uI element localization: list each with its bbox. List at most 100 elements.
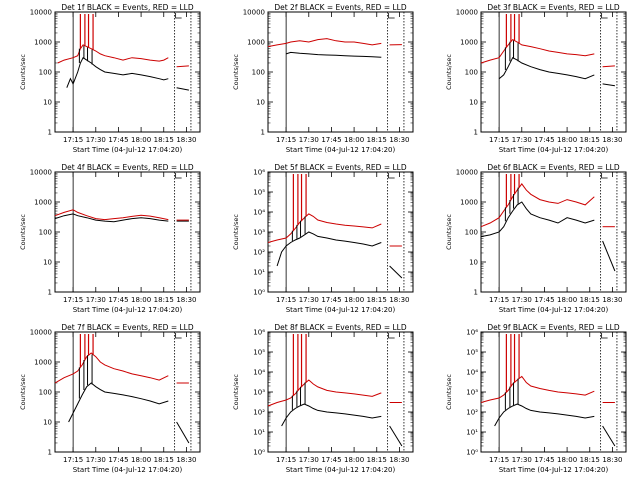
x-axis-label: Start Time (04-Jul-12 17:04:20) [499,306,609,314]
x-tick-label: 18:30 [389,456,409,464]
plot-title: Det 9f BLACK = Events, RED = LLD [487,323,620,332]
y-tick-label: 10 [256,99,265,107]
x-tick-label: 17:30 [299,296,319,304]
y-tick-label: 10³ [253,389,265,397]
x-tick-label: 18:15 [154,296,174,304]
x-tick-label: 17:45 [534,296,554,304]
x-tick-label: 18:00 [344,296,364,304]
y-tick-label: 10² [253,249,265,257]
y-tick-label: 10 [469,99,478,107]
interval-bracket [175,13,182,19]
y-tick-label: 100 [465,229,478,237]
events-series-line [276,231,382,267]
y-tick-label: 1 [474,129,478,137]
x-tick-label: 18:30 [176,456,196,464]
x-tick-label: 18:30 [602,296,622,304]
x-tick-label: 18:15 [580,136,600,144]
plot-panel-8: Det 8f BLACK = Events, RED = LLD Counts/s… [232,323,414,474]
events-series-line [281,403,382,427]
x-tick-label: 17:45 [534,456,554,464]
x-tick-label: 17:15 [489,136,509,144]
x-tick-label: 18:00 [131,296,151,304]
y-tick-label: 1 [261,129,265,137]
y-tick-label: 10000 [30,169,52,177]
x-tick-label: 17:30 [86,296,106,304]
interval-bracket [601,333,608,339]
y-tick-label: 10 [469,259,478,267]
x-tick-label: 18:00 [557,136,577,144]
x-tick-label: 17:45 [108,136,128,144]
x-axis-label: Start Time (04-Jul-12 17:04:20) [73,146,183,154]
x-axis-label: Start Time (04-Jul-12 17:04:20) [73,466,183,474]
plot-frame [54,171,201,293]
plot-title: Det 5f BLACK = Events, RED = LLD [274,163,407,172]
x-tick-label: 17:30 [299,456,319,464]
lld-series-line [267,213,382,243]
x-tick-label: 17:45 [108,456,128,464]
events-series-line [68,382,169,423]
y-tick-label: 10⁵ [466,349,478,357]
x-tick-label: 17:15 [63,296,83,304]
plot-panel-5: Det 5f BLACK = Events, RED = LLD Counts/s… [232,163,414,314]
y-tick-label: 1000 [34,359,52,367]
x-tick-label: 17:15 [276,456,296,464]
lld-series-line [480,375,595,403]
x-tick-label: 17:45 [321,296,341,304]
events-series-line [66,56,169,88]
y-axis-label: Counts/sec [445,374,453,410]
interval-bracket [601,173,608,179]
plot-frame [480,11,627,133]
y-tick-label: 10² [466,409,478,417]
x-tick-label: 18:00 [344,456,364,464]
y-axis-label: Counts/sec [232,214,240,250]
events-series-tail [602,83,615,87]
interval-bracket [388,173,395,179]
y-tick-label: 10⁶ [466,329,478,337]
x-tick-label: 18:15 [154,136,174,144]
x-tick-label: 18:30 [602,136,622,144]
x-tick-label: 18:30 [176,136,196,144]
events-series-tail [176,421,190,444]
x-tick-label: 18:15 [367,296,387,304]
x-tick-label: 17:30 [512,296,532,304]
lld-series-line [480,38,595,64]
events-series-tail [176,87,189,91]
y-axis-label: Counts/sec [232,374,240,410]
x-tick-label: 17:30 [86,136,106,144]
lld-series-tail [176,65,189,68]
plot-panel-2: Det 2f BLACK = Events, RED = LLD Counts/s… [232,3,414,154]
plot-panel-9: Det 9f BLACK = Events, RED = LLD Counts/s… [445,323,627,474]
plot-title: Det 6f BLACK = Events, RED = LLD [487,163,620,172]
x-tick-label: 17:30 [512,456,532,464]
y-tick-label: 1000 [247,39,265,47]
y-tick-label: 100 [252,69,265,77]
y-tick-label: 10¹ [466,429,478,437]
lld-series-tail [602,65,615,68]
y-tick-label: 10² [253,409,265,417]
y-tick-label: 10⁶ [253,329,265,337]
lld-series-line [57,44,169,64]
x-tick-label: 18:30 [602,456,622,464]
x-tick-label: 18:15 [367,136,387,144]
y-tick-label: 100 [39,229,52,237]
x-tick-label: 17:15 [489,296,509,304]
x-tick-label: 17:15 [276,296,296,304]
x-tick-label: 18:00 [344,136,364,144]
events-series-tail [389,425,403,447]
x-axis-label: Start Time (04-Jul-12 17:04:20) [286,466,396,474]
y-tick-label: 10¹ [253,269,265,277]
x-tick-label: 17:30 [86,456,106,464]
y-axis-label: Counts/sec [19,54,27,90]
x-tick-label: 17:45 [108,296,128,304]
y-tick-label: 10000 [30,9,52,17]
events-series-tail [602,425,616,447]
y-tick-label: 10³ [253,229,265,237]
events-series-line [494,403,595,427]
x-tick-label: 17:30 [512,136,532,144]
y-tick-label: 100 [39,389,52,397]
y-tick-label: 10⁰ [253,449,265,457]
y-axis-label: Counts/sec [232,54,240,90]
x-axis-label: Start Time (04-Jul-12 17:04:20) [286,306,396,314]
interval-bracket [175,333,182,339]
events-series-line [54,213,169,223]
